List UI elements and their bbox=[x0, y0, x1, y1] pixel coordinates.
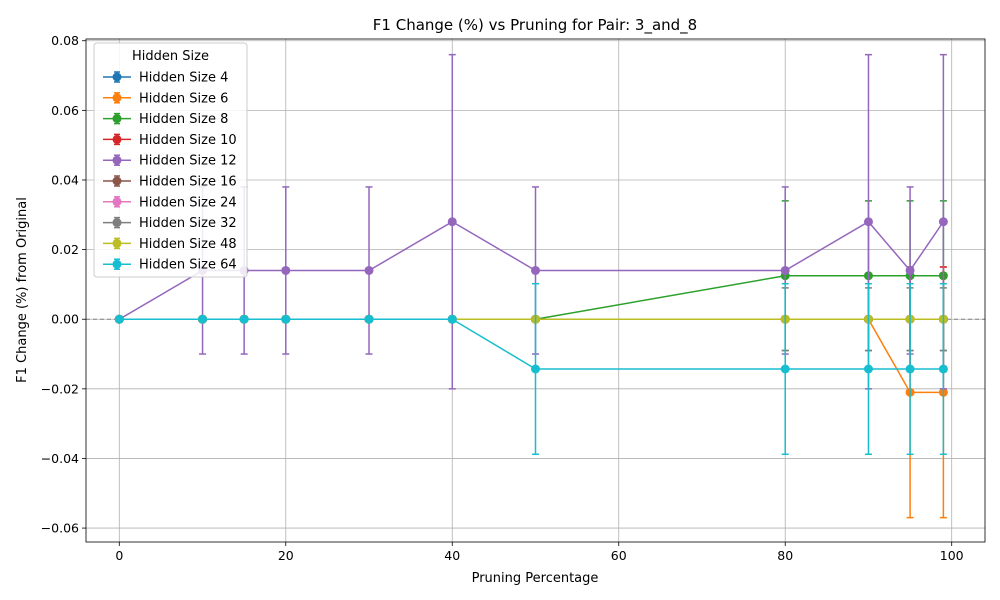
legend-label: Hidden Size 4 bbox=[139, 71, 228, 86]
data-point bbox=[114, 314, 124, 324]
y-tick-label: 0.04 bbox=[51, 172, 79, 187]
data-point bbox=[531, 364, 540, 374]
y-tick-label: −0.02 bbox=[41, 381, 79, 396]
y-tick-label: 0.02 bbox=[51, 242, 79, 257]
data-point bbox=[780, 265, 790, 275]
legend-swatch-marker bbox=[112, 93, 122, 103]
data-point bbox=[863, 364, 873, 374]
legend: Hidden Size Hidden Size 4 Hidden Size 6 Hid… bbox=[93, 42, 248, 278]
legend-label: Hidden Size 48 bbox=[139, 237, 237, 252]
legend-swatch-marker bbox=[112, 259, 122, 269]
data-point bbox=[780, 364, 790, 374]
legend-entry: Hidden Size 8 bbox=[103, 112, 228, 127]
legend-swatch-marker bbox=[112, 238, 122, 248]
data-point bbox=[281, 314, 291, 324]
y-tick-label: 0.00 bbox=[51, 312, 79, 327]
x-tick-label: 40 bbox=[444, 548, 460, 563]
legend-entry: Hidden Size 6 bbox=[103, 91, 228, 106]
legend-swatch-marker bbox=[112, 134, 122, 144]
legend-label: Hidden Size 10 bbox=[139, 133, 237, 148]
legend-swatch-marker bbox=[112, 155, 122, 165]
chart-title: F1 Change (%) vs Pruning for Pair: 3_and… bbox=[373, 16, 697, 35]
legend-label: Hidden Size 24 bbox=[139, 195, 237, 210]
data-point bbox=[905, 265, 915, 275]
legend-entry: Hidden Size 12 bbox=[103, 154, 237, 169]
data-point bbox=[905, 364, 915, 374]
legend-label: Hidden Size 64 bbox=[139, 258, 237, 273]
legend-swatch-marker bbox=[112, 176, 122, 186]
data-point bbox=[364, 265, 374, 275]
x-tick-label: 0 bbox=[115, 548, 123, 563]
data-point bbox=[938, 217, 948, 227]
legend-swatch-marker bbox=[112, 218, 122, 228]
x-tick-label: 20 bbox=[278, 548, 294, 563]
data-point bbox=[447, 217, 457, 227]
legend-label: Hidden Size 8 bbox=[139, 112, 228, 127]
legend-label: Hidden Size 32 bbox=[139, 216, 237, 231]
x-tick-label: 60 bbox=[611, 548, 627, 563]
legend-label: Hidden Size 12 bbox=[139, 154, 237, 169]
x-axis-label: Pruning Percentage bbox=[472, 571, 599, 586]
data-point bbox=[938, 364, 948, 374]
legend-entry: Hidden Size 4 bbox=[103, 71, 228, 86]
data-point bbox=[364, 314, 374, 324]
legend-box bbox=[93, 42, 248, 278]
y-tick-label: −0.04 bbox=[41, 451, 79, 466]
data-point bbox=[281, 265, 291, 275]
legend-entry: Hidden Size 10 bbox=[103, 133, 237, 148]
series bbox=[114, 282, 948, 456]
y-tick-label: −0.06 bbox=[41, 521, 79, 536]
legend-label: Hidden Size 6 bbox=[139, 91, 228, 106]
legend-swatch-marker bbox=[112, 72, 122, 82]
y-axis: −0.06 −0.04 −0.02 0.00 0.02 0.04 0.06 0.08 bbox=[41, 33, 86, 536]
legend-entry: Hidden Size 24 bbox=[103, 195, 237, 210]
legend-title: Hidden Size bbox=[132, 49, 209, 64]
legend-swatch-marker bbox=[112, 114, 122, 124]
data-point bbox=[863, 217, 873, 227]
data-point bbox=[239, 314, 249, 324]
y-axis-label: F1 Change (%) from Original bbox=[15, 197, 30, 383]
data-point bbox=[447, 314, 457, 324]
legend-entry: Hidden Size 64 bbox=[103, 258, 237, 273]
y-tick-label: 0.08 bbox=[51, 33, 79, 48]
y-tick-label: 0.06 bbox=[51, 103, 79, 118]
legend-entry: Hidden Size 32 bbox=[103, 216, 237, 231]
x-tick-label: 100 bbox=[940, 548, 964, 563]
legend-label: Hidden Size 16 bbox=[139, 175, 237, 190]
x-tick-label: 80 bbox=[777, 548, 793, 563]
legend-swatch-marker bbox=[112, 197, 122, 207]
legend-entry: Hidden Size 48 bbox=[103, 237, 237, 252]
legend-entry: Hidden Size 16 bbox=[103, 175, 237, 190]
plot-frame bbox=[85, 38, 986, 543]
data-point bbox=[531, 265, 540, 275]
x-axis: 0 20 40 60 80 100 bbox=[115, 542, 964, 563]
data-point bbox=[198, 314, 208, 324]
